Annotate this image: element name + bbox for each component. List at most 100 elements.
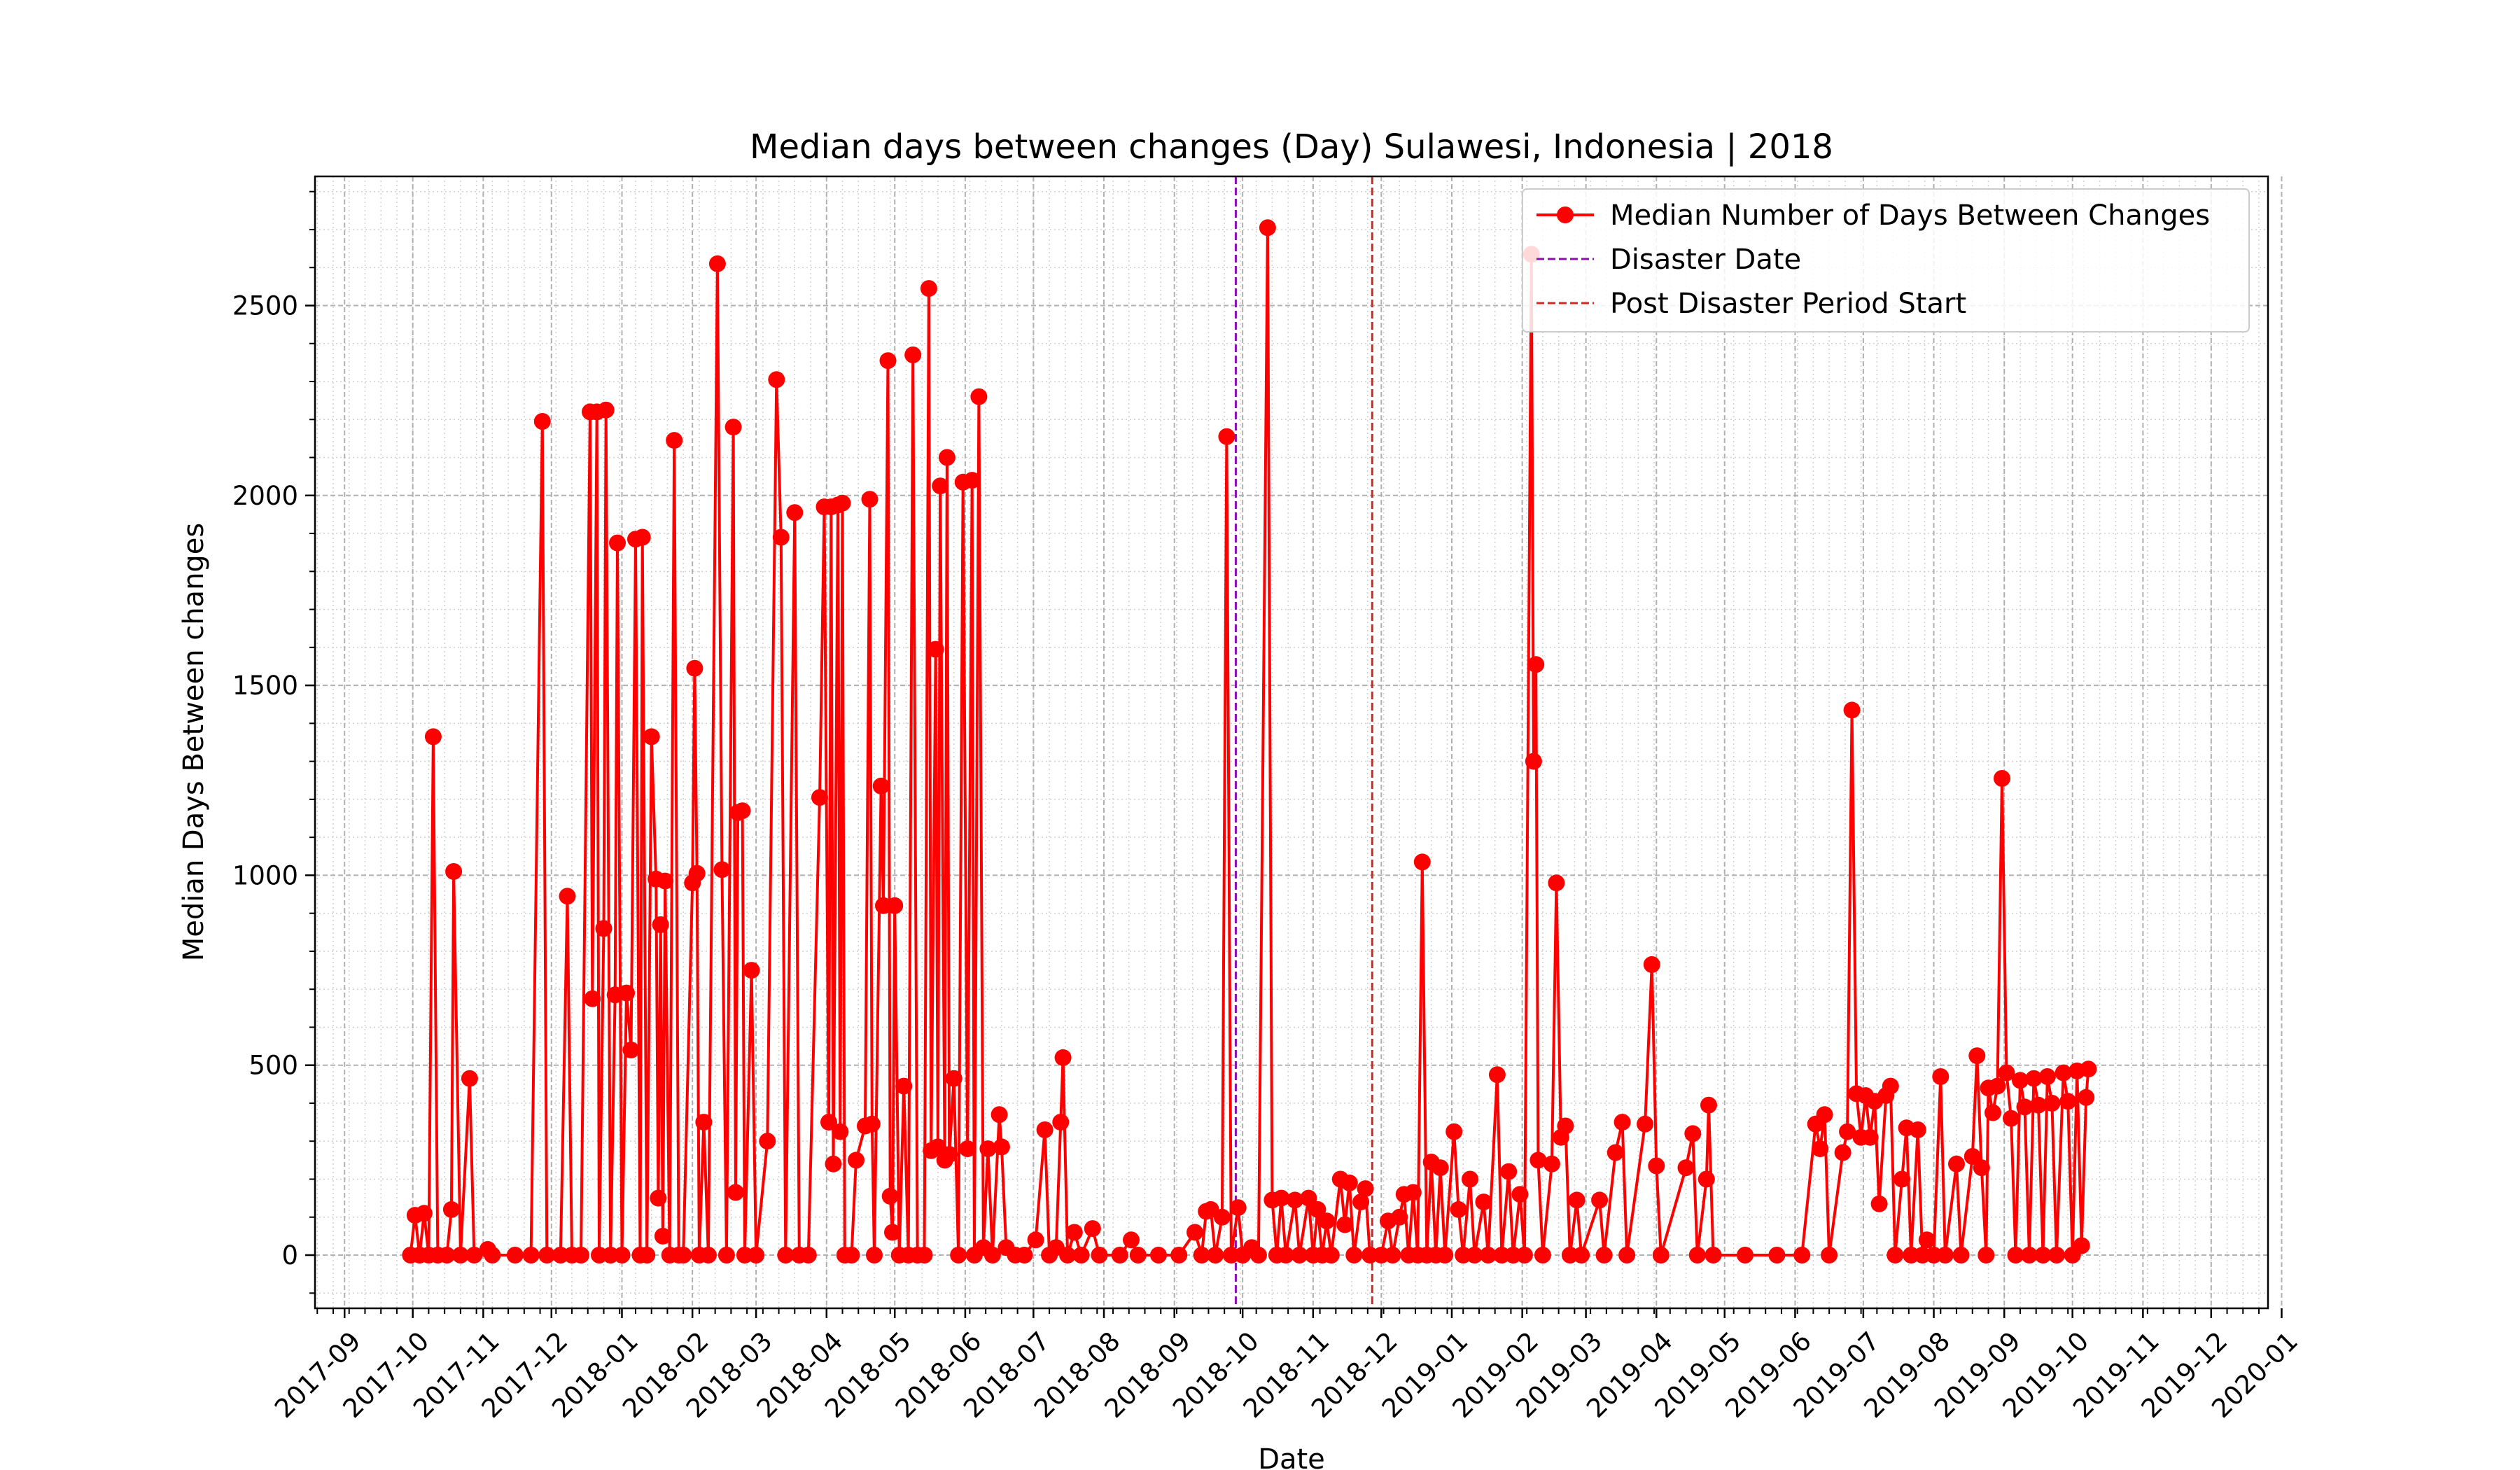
data-point (1530, 1152, 1547, 1169)
legend-box (1522, 188, 2250, 332)
data-point (1591, 1191, 1609, 1209)
data-point (1618, 1247, 1636, 1264)
data-point (1111, 1247, 1128, 1264)
data-point (1170, 1247, 1188, 1264)
data-point (688, 864, 706, 882)
plot-frame (314, 175, 2269, 1310)
data-point (573, 1247, 589, 1264)
data-point (1882, 1077, 1899, 1095)
data-point (1643, 955, 1660, 973)
data-point (1213, 1208, 1231, 1226)
data-point (820, 1114, 837, 1131)
data-point (1768, 1247, 1786, 1264)
data-point (638, 1247, 656, 1264)
data-point (1446, 1123, 1463, 1140)
data-point (1952, 1247, 1970, 1264)
series-layer (402, 219, 2097, 1264)
data-point (1218, 428, 1236, 445)
data-point (506, 1247, 524, 1264)
data-point (451, 1247, 469, 1264)
data-point (1123, 1231, 1140, 1249)
data-point (932, 477, 949, 495)
data-point (927, 640, 944, 658)
data-point (863, 1115, 881, 1133)
data-point (1186, 1224, 1203, 1241)
data-point (879, 352, 897, 370)
data-point (1968, 1047, 1986, 1065)
data-point (727, 1184, 744, 1201)
data-point (424, 728, 442, 746)
y-tick-label: 1000 (232, 860, 298, 890)
data-point (559, 888, 576, 905)
y-tick-label: 500 (248, 1051, 298, 1081)
data-point (613, 1247, 631, 1264)
data-point (2030, 1096, 2047, 1114)
data-point (1511, 1186, 1529, 1203)
data-point (886, 897, 904, 914)
data-point (675, 1247, 692, 1264)
data-point (1475, 1194, 1492, 1211)
data-point (832, 1123, 849, 1140)
data-point (1834, 1144, 1851, 1161)
data-point (1357, 1180, 1374, 1198)
data-point (609, 534, 626, 552)
data-point (1793, 1247, 1811, 1264)
data-point (1527, 656, 1545, 673)
data-point (772, 528, 790, 546)
data-point (1345, 1247, 1363, 1264)
data-point (1150, 1247, 1167, 1264)
data-point (1404, 1184, 1422, 1201)
data-point (861, 491, 878, 508)
reference-lines (1234, 176, 1373, 1308)
data-point (1595, 1247, 1613, 1264)
data-point (484, 1247, 501, 1264)
data-point (718, 1247, 735, 1264)
data-point (945, 1070, 962, 1087)
data-point (2003, 1110, 2019, 1127)
data-point (1065, 1224, 1083, 1241)
data-point (843, 1247, 860, 1264)
data-point (1977, 1247, 1995, 1264)
legend-series-marker (1557, 206, 1574, 223)
data-point (990, 1106, 1008, 1124)
data-point (872, 777, 890, 794)
data-point (884, 1224, 901, 1241)
data-point (1606, 1144, 1624, 1161)
data-point (1052, 1114, 1070, 1131)
data-point (1652, 1247, 1670, 1264)
data-point (533, 413, 551, 430)
data-point (1436, 1247, 1454, 1264)
data-point (1737, 1247, 1754, 1264)
data-point (650, 1189, 667, 1207)
data-point (1273, 1189, 1290, 1207)
data-point (686, 659, 704, 677)
data-point (1352, 1194, 1370, 1211)
data-point (993, 1138, 1010, 1156)
data-point (1207, 1247, 1224, 1264)
y-tick-label: 0 (281, 1240, 298, 1270)
x-axis-label: Date (1258, 1443, 1325, 1470)
data-point (1479, 1247, 1497, 1264)
y-tick-label: 2500 (232, 290, 298, 321)
data-point (2025, 1070, 2043, 1087)
data-point (1084, 1220, 1101, 1238)
data-point (2034, 1247, 2052, 1264)
data-point (1677, 1159, 1695, 1177)
data-point (1391, 1208, 1408, 1226)
data-point (895, 1077, 913, 1095)
data-point (1286, 1191, 1303, 1209)
data-point (2059, 1093, 2077, 1110)
data-point (1016, 1247, 1033, 1264)
data-point (1918, 1231, 1935, 1249)
data-point (1340, 1174, 1358, 1191)
y-axis-label: Median Days Between changes (178, 523, 210, 962)
data-point (1568, 1191, 1586, 1209)
data-point (941, 1146, 958, 1163)
data-point (834, 494, 851, 512)
data-point (1821, 1247, 1838, 1264)
data-point (1250, 1247, 1267, 1264)
data-point (652, 916, 669, 933)
data-point (768, 371, 785, 388)
data-point (461, 1070, 478, 1087)
